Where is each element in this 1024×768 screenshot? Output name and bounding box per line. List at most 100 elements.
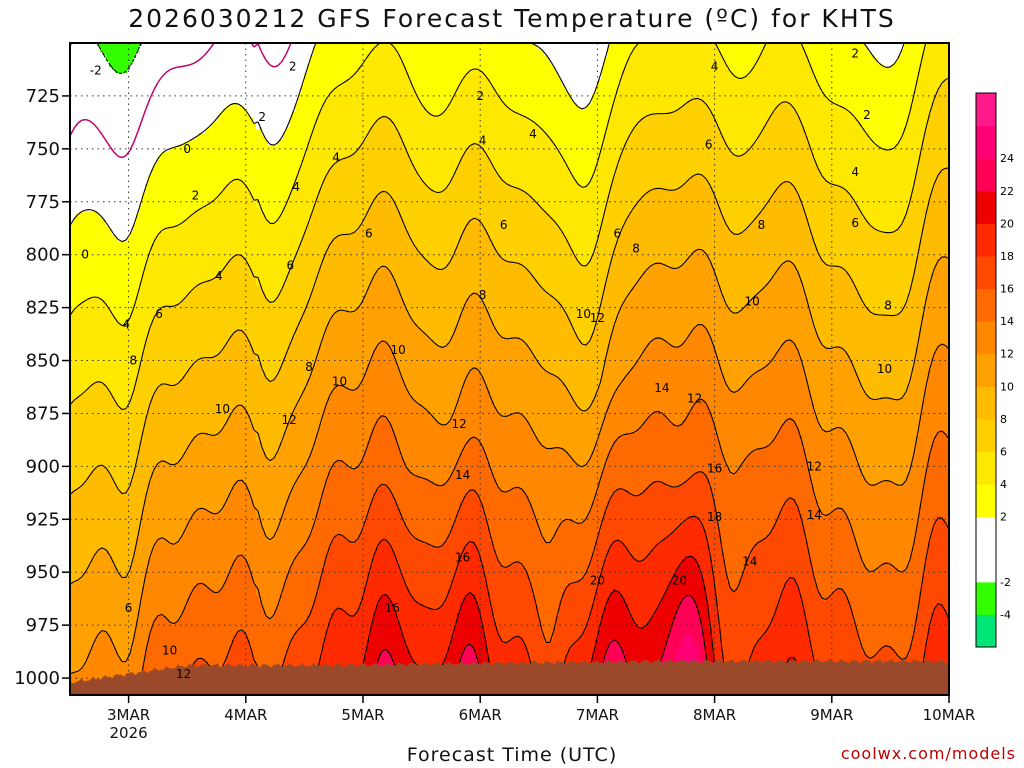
temp-cell xyxy=(97,160,101,164)
temp-cell xyxy=(85,367,89,371)
temp-cell xyxy=(94,160,98,164)
temp-cell xyxy=(85,526,89,530)
temp-cell xyxy=(85,109,89,113)
temp-cell xyxy=(73,337,77,341)
temp-cell xyxy=(73,499,77,503)
temp-cell xyxy=(103,598,107,602)
temp-cell xyxy=(97,427,101,431)
temp-cell xyxy=(97,244,101,248)
temp-cell xyxy=(97,109,101,113)
temp-cell xyxy=(103,451,107,455)
temp-cell xyxy=(91,544,95,548)
temp-cell xyxy=(88,355,92,359)
temp-cell xyxy=(94,340,98,344)
temp-cell xyxy=(76,661,80,665)
temp-cell xyxy=(112,619,116,623)
temp-cell xyxy=(91,397,95,401)
temp-cell xyxy=(109,130,113,134)
temp-cell xyxy=(79,634,83,638)
temp-cell xyxy=(100,442,104,446)
temp-cell xyxy=(94,169,98,173)
temp-cell xyxy=(79,592,83,596)
temp-cell xyxy=(97,232,101,236)
temp-cell xyxy=(100,115,104,119)
temp-cell xyxy=(79,91,83,95)
temp-cell xyxy=(88,598,92,602)
temp-cell xyxy=(109,52,113,56)
temp-cell xyxy=(97,202,101,206)
temp-cell xyxy=(82,454,86,458)
temp-cell xyxy=(97,205,101,209)
temp-cell xyxy=(94,253,98,257)
temp-cell xyxy=(85,580,89,584)
temp-cell xyxy=(82,151,86,155)
temp-cell xyxy=(79,142,83,146)
temp-cell xyxy=(85,97,89,101)
temp-cell xyxy=(76,517,80,521)
temp-cell xyxy=(73,115,77,119)
temp-cell xyxy=(91,172,95,176)
temp-cell xyxy=(79,571,83,575)
temp-cell xyxy=(112,571,116,575)
temp-cell xyxy=(73,250,77,254)
temp-cell xyxy=(82,565,86,569)
temp-cell xyxy=(91,139,95,143)
temp-cell xyxy=(97,445,101,449)
temp-cell xyxy=(103,268,107,272)
temp-cell xyxy=(103,214,107,218)
temp-cell xyxy=(79,673,83,677)
temp-cell xyxy=(112,97,116,101)
temp-cell xyxy=(103,109,107,113)
temp-cell xyxy=(73,628,77,632)
temp-cell xyxy=(73,367,77,371)
temp-cell xyxy=(97,220,101,224)
temp-cell xyxy=(82,166,86,170)
temp-cell xyxy=(79,181,83,185)
temp-cell xyxy=(88,577,92,581)
temp-cell xyxy=(106,526,110,530)
temp-cell xyxy=(85,241,89,245)
temp-cell xyxy=(73,109,77,113)
temp-cell xyxy=(73,646,77,650)
temp-cell xyxy=(100,514,104,518)
temp-cell xyxy=(73,469,77,473)
temp-cell xyxy=(73,70,77,74)
temp-cell xyxy=(100,592,104,596)
temp-cell xyxy=(82,328,86,332)
temp-cell xyxy=(100,253,104,257)
temp-cell xyxy=(94,148,98,152)
temp-cell xyxy=(94,562,98,566)
temp-cell xyxy=(82,139,86,143)
temp-cell xyxy=(79,343,83,347)
temp-cell xyxy=(76,313,80,317)
temp-cell xyxy=(109,331,113,335)
temp-cell xyxy=(79,268,83,272)
temp-cell xyxy=(109,85,113,89)
temp-cell xyxy=(76,571,80,575)
temp-cell xyxy=(79,349,83,353)
temp-cell xyxy=(103,643,107,647)
temp-cell xyxy=(82,181,86,185)
temp-cell xyxy=(100,58,104,62)
temp-cell xyxy=(88,211,92,215)
temp-cell xyxy=(82,346,86,350)
temp-cell xyxy=(79,178,83,182)
temp-cell xyxy=(103,508,107,512)
temp-cell xyxy=(112,472,116,476)
temp-cell xyxy=(91,415,95,419)
temp-cell xyxy=(115,211,119,215)
temp-cell xyxy=(76,391,80,395)
temp-cell xyxy=(94,103,98,107)
temp-cell xyxy=(82,511,86,515)
temp-cell xyxy=(94,430,98,434)
temp-cell xyxy=(106,70,110,74)
temp-cell xyxy=(109,517,113,521)
temp-cell xyxy=(115,124,119,128)
temp-cell xyxy=(82,343,86,347)
temp-cell xyxy=(85,553,89,557)
temp-cell xyxy=(103,601,107,605)
temp-cell xyxy=(91,265,95,269)
temp-cell xyxy=(73,169,77,173)
temp-cell xyxy=(91,202,95,206)
temp-cell xyxy=(88,160,92,164)
